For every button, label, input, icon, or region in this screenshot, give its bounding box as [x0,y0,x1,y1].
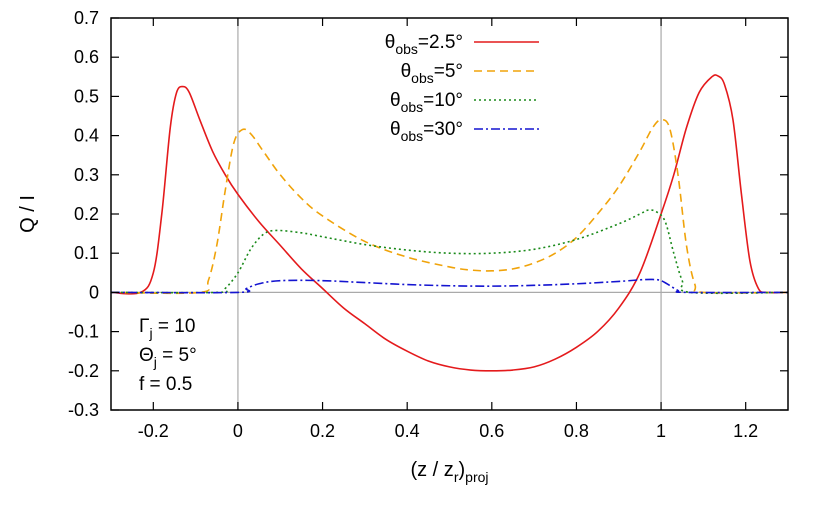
y-tick-label: 0.3 [74,165,99,185]
series-line-0 [110,74,789,372]
x-tick-label: 0.6 [479,421,504,441]
y-tick-label: 0.4 [74,126,99,146]
x-tick-label: 0.8 [564,421,589,441]
parameter-label-0: Γj = 10 [139,316,195,341]
axis-ticks: -0.2 0 0.2 0.4 0.6 0.8 1 1.2 -0.3 -0.2 -0.1 0 0.1 0.2… [68,8,788,441]
y-tick-label: -0.1 [68,322,99,342]
legend: θobs=2.5° θobs=5° θobs=10° θobs=30° [385,32,539,144]
y-tick-label: 0.6 [74,47,99,67]
y-tick-label: -0.2 [68,361,99,381]
x-axis-title: (z / zr)proj [410,459,488,485]
x-tick-label: -0.2 [138,421,169,441]
legend-label-1: θobs=5° [401,61,463,86]
legend-label-0: θobs=2.5° [385,32,463,57]
parameter-box: Γj = 10 Θj = 5° f = 0.5 [139,316,197,395]
series-line-3 [110,278,789,294]
y-tick-label: 0 [89,282,99,302]
y-tick-label: 0.2 [74,204,99,224]
y-tick-label: 0.1 [74,243,99,263]
y-tick-label: 0.5 [74,86,99,106]
legend-label-2: θobs=10° [390,90,463,115]
axis-titles: Q / I (z / zr)proj [17,195,489,485]
x-tick-label: 0.4 [395,421,420,441]
series-line-2 [110,209,789,295]
y-axis-title: Q / I [17,195,39,233]
plot-series [110,74,789,372]
parameter-label-2: f = 0.5 [139,374,192,395]
x-tick-label: 0.2 [310,421,335,441]
y-tick-label: -0.3 [68,400,99,420]
series-line-1 [110,119,789,295]
y-tick-label: 0.7 [74,8,99,28]
parameter-label-1: Θj = 5° [139,345,197,370]
x-tick-label: 1 [656,421,666,441]
legend-label-3: θobs=30° [390,119,463,144]
x-tick-label: 0 [233,421,243,441]
x-tick-label: 1.2 [733,421,758,441]
